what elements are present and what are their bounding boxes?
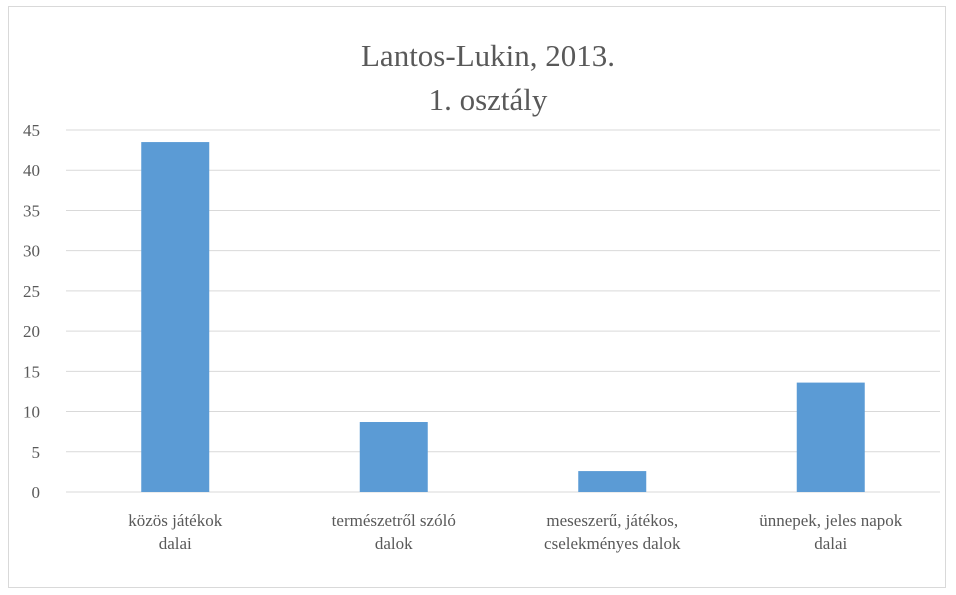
y-tick-label: 10	[23, 403, 40, 422]
y-tick-label: 25	[23, 282, 40, 301]
gridlines	[66, 129, 940, 493]
y-tick-label: 45	[23, 121, 40, 140]
y-tick-label: 35	[23, 201, 40, 220]
x-category-label: dalai	[159, 534, 192, 553]
y-tick-label: 30	[23, 242, 40, 261]
bars	[141, 142, 865, 493]
x-category-label: meseszerű, játékos,	[546, 511, 678, 530]
y-tick-label: 0	[32, 483, 41, 502]
chart-title-line-2: 1. osztály	[429, 82, 548, 117]
bar	[578, 471, 647, 492]
y-tick-label: 5	[32, 443, 41, 462]
chart-title-line-1: Lantos-Lukin, 2013.	[361, 38, 615, 73]
y-tick-label: 20	[23, 322, 40, 341]
y-tick-label: 40	[23, 161, 40, 180]
x-axis-labels: közös játékok dalai természetről szóló dalo…	[128, 511, 902, 553]
x-category-label: cselekményes dalok	[544, 534, 681, 553]
bar	[141, 142, 210, 493]
x-category-label: dalai	[814, 534, 847, 553]
bar	[359, 422, 428, 492]
x-category-label: közös játékok	[128, 511, 222, 530]
x-category-label: dalok	[375, 534, 413, 553]
bar	[796, 382, 865, 492]
y-tick-label: 15	[23, 362, 40, 381]
x-category-label: természetről szóló	[332, 511, 456, 530]
y-axis-ticks: 0 5 10 15 20 25 30 35 40 45	[23, 121, 40, 502]
x-category-label: ünnepek, jeles napok	[759, 511, 903, 530]
